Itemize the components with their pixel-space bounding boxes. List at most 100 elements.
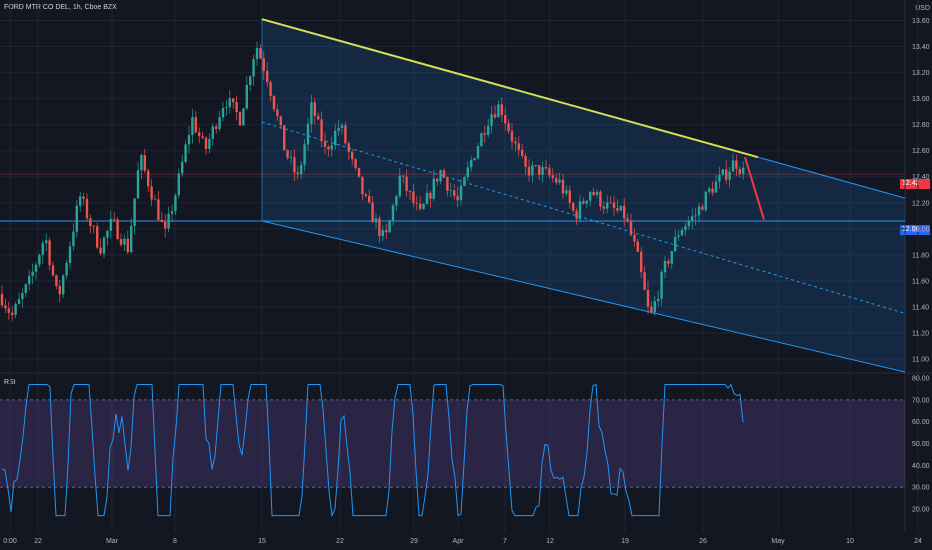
candle-body: [157, 199, 160, 220]
candle-body: [507, 123, 510, 132]
candle-body: [289, 157, 293, 159]
candle-body: [211, 126, 214, 139]
candle-body: [708, 188, 711, 192]
candle-body: [684, 226, 687, 230]
candle-body: [626, 218, 629, 221]
candle-body: [742, 167, 745, 174]
candle-body: [170, 211, 174, 214]
rsi-band: [0, 399, 905, 488]
candle-body: [643, 272, 646, 290]
candle-body: [58, 285, 61, 295]
candle-body: [194, 117, 197, 133]
chart-title: FORD MTR CO DEL, 1h, Cboe BZX: [4, 4, 117, 11]
candle-body: [371, 202, 374, 223]
candle-body: [735, 160, 738, 169]
candle-body: [7, 308, 10, 313]
rsi-line: [1, 383, 744, 518]
x-tick-label: 12: [546, 538, 554, 545]
candle-body: [385, 230, 388, 233]
candle-body: [582, 201, 585, 204]
candle-body: [344, 125, 347, 144]
candle-body: [419, 203, 422, 209]
candle-body: [402, 175, 405, 177]
forecast-arrow: [744, 156, 765, 220]
candle-body: [327, 146, 330, 150]
candle-body: [242, 108, 245, 126]
candle-body: [31, 271, 34, 276]
x-tick-label: 26: [699, 538, 707, 545]
candle-body: [147, 170, 150, 187]
candle-body: [456, 195, 459, 201]
candle-body: [300, 164, 303, 175]
candle-body: [228, 98, 231, 108]
candle-body: [51, 265, 55, 276]
candle-body: [565, 190, 568, 194]
candle-body: [429, 192, 432, 199]
candle-body: [119, 239, 123, 245]
candle-body: [640, 251, 643, 273]
candle-body: [96, 226, 99, 248]
price-tick-label: 12.80: [912, 122, 930, 129]
candle-body: [646, 289, 650, 307]
candle-body: [599, 191, 602, 207]
candle-body: [0, 293, 4, 306]
candle-body: [555, 177, 558, 183]
candle-body: [340, 125, 344, 128]
price-tick-label: 11.00: [912, 356, 929, 363]
candle-body: [235, 102, 238, 113]
rsi-tick-label: 40.00: [912, 463, 930, 470]
price-tick-label: 13.20: [912, 70, 930, 77]
candle-body: [657, 298, 660, 302]
candle-body: [415, 202, 418, 204]
candle-body: [589, 191, 592, 201]
candle-body: [514, 141, 517, 144]
candle-body: [388, 220, 391, 233]
candle-body: [629, 220, 633, 235]
candle-body: [606, 202, 609, 209]
candle-body: [255, 48, 259, 60]
candle-body: [14, 304, 17, 315]
candle-body: [153, 199, 157, 201]
candle-body: [510, 131, 514, 142]
candle-body: [164, 221, 167, 229]
rsi-tick-label: 20.00: [912, 507, 930, 514]
candle-body: [123, 238, 126, 245]
candle-body: [266, 71, 269, 83]
channel-top-highlight: [261, 18, 759, 159]
candle-body: [374, 218, 378, 223]
candle-body: [167, 213, 170, 229]
candle-body: [160, 219, 163, 222]
candle-body: [674, 236, 677, 252]
x-tick-label: 0:00: [3, 538, 17, 545]
candle-body: [72, 231, 75, 247]
candle-body: [633, 234, 636, 242]
x-tick-label: 22: [336, 538, 344, 545]
candle-body: [687, 221, 690, 227]
candle-body: [140, 155, 143, 171]
candle-body: [408, 191, 412, 192]
rsi-tick-label: 70.00: [912, 397, 930, 404]
candle-body: [357, 167, 361, 177]
x-tick-label: Apr: [453, 538, 465, 545]
candle-body: [616, 208, 619, 211]
candle-body: [198, 132, 201, 137]
price-tick-label: 11.80: [912, 252, 929, 259]
candle-body: [704, 191, 707, 210]
candle-body: [79, 196, 82, 206]
candle-body: [436, 178, 439, 182]
candle-body: [75, 205, 78, 232]
candle-body: [62, 275, 65, 295]
candle-body: [187, 135, 191, 145]
candle-body: [218, 117, 221, 129]
x-tick-label: May: [771, 538, 785, 545]
candle-body: [232, 98, 235, 103]
candle-body: [612, 202, 616, 209]
price-tick-label: 13.60: [912, 18, 930, 25]
candle-body: [463, 177, 466, 186]
candle-body: [201, 136, 204, 138]
candle-body: [660, 272, 663, 299]
candle-body: [398, 175, 401, 197]
candle-body: [334, 130, 337, 146]
candle-body: [432, 178, 435, 199]
